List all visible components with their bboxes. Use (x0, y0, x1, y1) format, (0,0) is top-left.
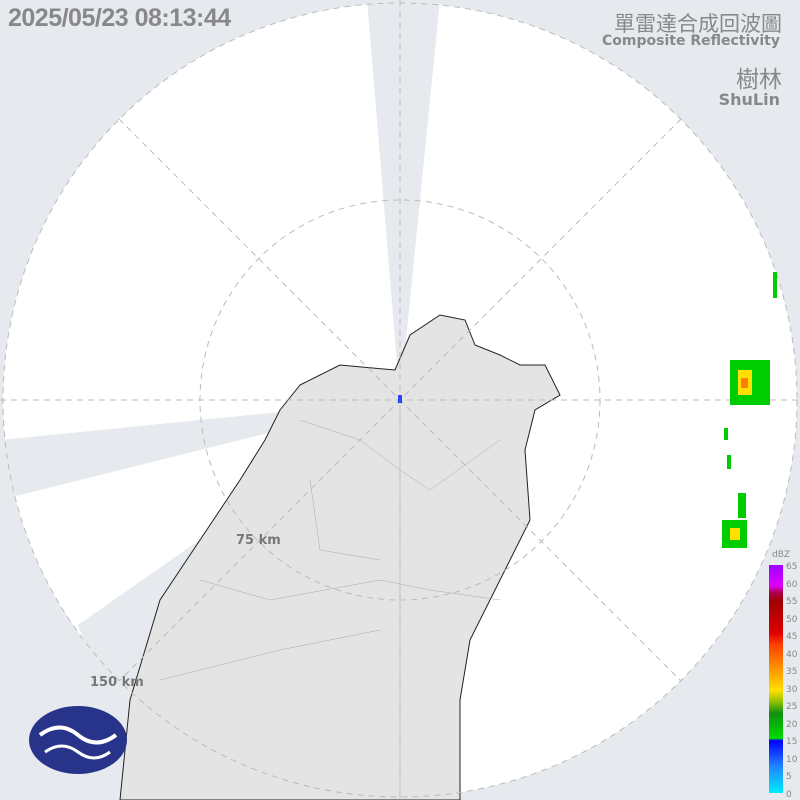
blocked-sector-north (367, 0, 440, 400)
timestamp: 2025/05/23 08:13:44 (8, 4, 231, 32)
site-name-zh: 樹林 (736, 67, 782, 93)
legend-tick: 35 (786, 667, 798, 677)
legend-tick: 40 (786, 649, 798, 660)
legend-tick: 10 (786, 754, 798, 765)
range-label-75: 75 km (236, 533, 281, 548)
product-title-zh: 單雷達合成回波圖 (614, 12, 782, 36)
range-label-150: 150 km (90, 675, 144, 690)
product-title-en: Composite Reflectivity (602, 33, 780, 49)
land-taiwan (119, 314, 561, 800)
legend-tick: 50 (786, 614, 798, 625)
legend-tick: 20 (786, 719, 798, 730)
legend-unit: dBZ (772, 550, 791, 560)
legend-tick: 0 (786, 789, 792, 800)
legend-tick: 45 (786, 632, 798, 642)
legend-tick: 65 (786, 562, 798, 572)
legend-tick: 55 (786, 597, 798, 607)
legend-tick: 60 (786, 579, 798, 590)
legend-tick: 5 (786, 772, 792, 782)
cwa-logo-icon (29, 706, 127, 774)
legend-tick: 15 (786, 737, 798, 747)
legend-tick: 25 (786, 702, 798, 712)
legend-color-bar (769, 565, 783, 793)
legend-tick: 30 (786, 684, 798, 695)
echo-cells (398, 272, 777, 548)
site-name-en: ShuLin (718, 90, 780, 109)
